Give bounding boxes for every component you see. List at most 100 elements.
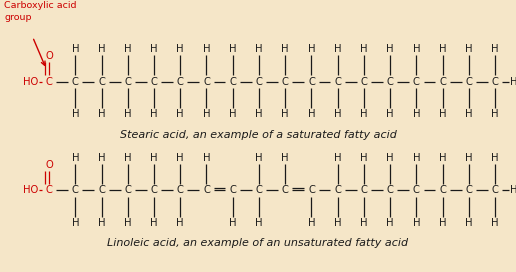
Text: C: C [229,186,236,195]
Text: H: H [360,218,368,228]
Text: H: H [124,153,132,163]
Text: C: C [45,186,53,195]
Text: H: H [281,109,289,119]
Text: H: H [413,109,420,119]
Text: C: C [334,186,341,195]
Text: H: H [176,218,184,228]
Text: C: C [203,77,210,86]
Text: H: H [98,218,105,228]
Text: C: C [255,77,263,86]
Text: H: H [176,109,184,119]
Text: H: H [360,109,368,119]
Text: Stearic acid, an example of a saturated fatty acid: Stearic acid, an example of a saturated … [120,130,396,140]
Text: H: H [72,109,79,119]
Text: Linoleic acid, an example of an unsaturated fatty acid: Linoleic acid, an example of an unsatura… [107,239,409,248]
Text: H: H [308,218,315,228]
Text: C: C [334,77,341,86]
Text: H: H [334,153,342,163]
Text: C: C [282,186,288,195]
Text: C: C [72,186,79,195]
Text: H: H [439,153,446,163]
Text: C: C [386,186,394,195]
Text: H: H [72,153,79,163]
Text: H: H [439,44,446,54]
Text: C: C [177,77,184,86]
Text: H: H [491,109,499,119]
Text: H: H [229,44,236,54]
Text: H: H [465,109,473,119]
Text: O: O [45,51,53,61]
Text: H: H [413,153,420,163]
Text: H: H [176,44,184,54]
Text: H: H [439,109,446,119]
Text: H: H [124,218,132,228]
Text: C: C [282,77,288,86]
Text: C: C [98,77,105,86]
Text: H: H [98,44,105,54]
Text: H: H [413,44,420,54]
Text: H: H [439,218,446,228]
Text: C: C [492,186,498,195]
Text: H: H [255,218,263,228]
Text: H: H [72,218,79,228]
Text: C: C [151,77,157,86]
Text: H: H [510,186,516,195]
Text: C: C [124,186,131,195]
Text: H: H [150,44,158,54]
Text: H: H [124,109,132,119]
Text: H: H [386,153,394,163]
Text: H: H [465,153,473,163]
Text: C: C [177,186,184,195]
Text: C: C [229,77,236,86]
Text: H: H [491,218,499,228]
Text: C: C [465,186,472,195]
Text: H: H [386,44,394,54]
Text: HO: HO [23,186,39,195]
Text: H: H [150,218,158,228]
Text: H: H [98,153,105,163]
Text: H: H [465,44,473,54]
Text: C: C [98,186,105,195]
Text: C: C [439,186,446,195]
Text: H: H [124,44,132,54]
Text: C: C [255,186,263,195]
Text: C: C [72,77,79,86]
Text: H: H [150,109,158,119]
Text: H: H [255,109,263,119]
Text: C: C [413,77,420,86]
Text: H: H [72,44,79,54]
Text: C: C [308,186,315,195]
Text: H: H [203,44,210,54]
Text: C: C [124,77,131,86]
Text: C: C [151,186,157,195]
Text: Carboxylic acid
group: Carboxylic acid group [4,1,77,22]
Text: H: H [360,44,368,54]
Text: H: H [229,218,236,228]
Text: C: C [308,77,315,86]
Text: H: H [386,218,394,228]
Text: H: H [386,109,394,119]
Text: H: H [229,109,236,119]
Text: C: C [386,77,394,86]
Text: H: H [176,153,184,163]
Text: C: C [45,77,53,86]
Text: H: H [281,44,289,54]
Text: H: H [203,153,210,163]
Text: C: C [413,186,420,195]
Text: H: H [281,153,289,163]
Text: H: H [510,77,516,86]
Text: C: C [203,186,210,195]
Text: H: H [491,44,499,54]
Text: H: H [98,109,105,119]
Text: C: C [361,186,367,195]
Text: H: H [308,109,315,119]
Text: C: C [492,77,498,86]
Text: H: H [150,153,158,163]
Text: H: H [255,153,263,163]
Text: O: O [45,160,53,169]
Text: C: C [361,77,367,86]
Text: H: H [334,44,342,54]
Text: C: C [439,77,446,86]
Text: H: H [255,44,263,54]
Text: C: C [465,77,472,86]
